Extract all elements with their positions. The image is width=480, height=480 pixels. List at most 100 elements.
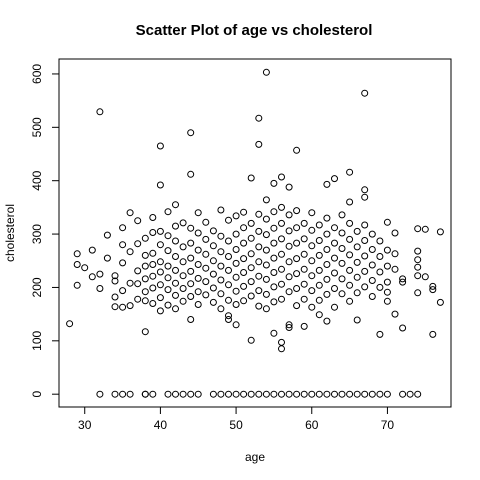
data-point: [262, 68, 270, 76]
data-point: [278, 345, 285, 353]
data-point: [346, 219, 354, 227]
data-point: [156, 294, 164, 302]
data-point: [172, 291, 179, 299]
data-point: [331, 254, 338, 262]
data-point: [270, 224, 278, 232]
data-point: [391, 265, 399, 273]
data-point: [247, 278, 255, 286]
data-point: [346, 390, 354, 398]
data-point: [270, 254, 278, 262]
data-point: [346, 235, 354, 243]
data-point: [255, 390, 263, 398]
data-point: [134, 240, 142, 248]
data-point: [202, 250, 210, 258]
data-point: [353, 316, 361, 324]
data-point: [255, 114, 263, 122]
data-point: [331, 303, 338, 311]
data-point: [278, 295, 285, 303]
data-point: [209, 242, 217, 250]
data-point: [414, 263, 422, 271]
data-point: [217, 390, 225, 398]
data-point: [134, 217, 142, 225]
data-point: [399, 275, 407, 283]
data-point: [391, 229, 399, 237]
data-point: [346, 198, 354, 206]
data-point: [179, 297, 187, 305]
data-point: [315, 281, 323, 289]
y-tick-label: 400: [30, 170, 44, 190]
data-point: [149, 300, 157, 307]
data-point: [255, 210, 263, 218]
x-tick-label: 30: [78, 418, 92, 432]
data-point: [331, 175, 338, 183]
data-point: [194, 390, 202, 398]
data-point: [376, 237, 384, 245]
data-point: [300, 250, 308, 258]
data-point: [399, 324, 407, 332]
y-tick-label: 500: [30, 117, 44, 137]
data-point: [361, 221, 369, 229]
data-point: [217, 232, 225, 240]
data-point: [73, 281, 81, 289]
data-point: [209, 298, 217, 306]
data-point: [232, 246, 240, 253]
data-point: [232, 390, 240, 398]
data-point: [323, 317, 331, 325]
data-point: [179, 243, 187, 251]
data-point: [134, 295, 142, 303]
data-point: [240, 208, 248, 216]
data-point: [209, 390, 217, 398]
data-point: [164, 301, 172, 309]
data-point: [285, 258, 293, 266]
data-point: [300, 280, 308, 288]
data-point: [391, 250, 399, 258]
data-point: [240, 255, 248, 263]
data-point: [278, 219, 285, 227]
data-point: [247, 250, 255, 258]
data-point: [293, 285, 301, 292]
data-point: [293, 224, 301, 232]
y-tick-label: 0: [30, 391, 44, 398]
data-point: [414, 247, 422, 255]
data-point: [96, 270, 104, 278]
data-point: [149, 214, 157, 221]
x-tick-label: 40: [154, 418, 168, 432]
data-point: [270, 269, 278, 276]
data-point: [383, 390, 391, 398]
data-point: [315, 237, 323, 244]
data-point: [156, 307, 164, 315]
data-point: [308, 272, 316, 280]
data-point: [232, 287, 240, 295]
data-point: [187, 267, 195, 275]
data-point: [194, 301, 202, 308]
data-point: [103, 254, 111, 262]
data-point: [164, 390, 172, 398]
data-point: [225, 237, 232, 245]
data-point: [361, 186, 369, 194]
data-point: [376, 390, 384, 398]
data-point: [293, 255, 301, 263]
data-point: [217, 262, 225, 270]
data-point: [126, 279, 134, 287]
data-point: [414, 256, 422, 264]
data-point: [156, 281, 164, 289]
data-point: [353, 227, 361, 235]
data-point: [300, 235, 308, 243]
data-point: [285, 390, 293, 398]
data-point: [315, 221, 323, 229]
data-point: [172, 253, 179, 260]
data-point: [383, 218, 391, 226]
data-point: [187, 129, 195, 137]
data-point: [119, 287, 127, 295]
data-point: [270, 283, 278, 291]
data-point: [262, 305, 270, 313]
data-point: [429, 282, 437, 290]
data-point: [134, 267, 142, 275]
data-point: [300, 265, 308, 273]
data-point: [88, 273, 96, 281]
data-point: [255, 302, 263, 310]
y-tick-label: 300: [30, 224, 44, 244]
data-point: [293, 270, 301, 278]
data-point: [225, 253, 232, 260]
data-point: [270, 298, 278, 306]
